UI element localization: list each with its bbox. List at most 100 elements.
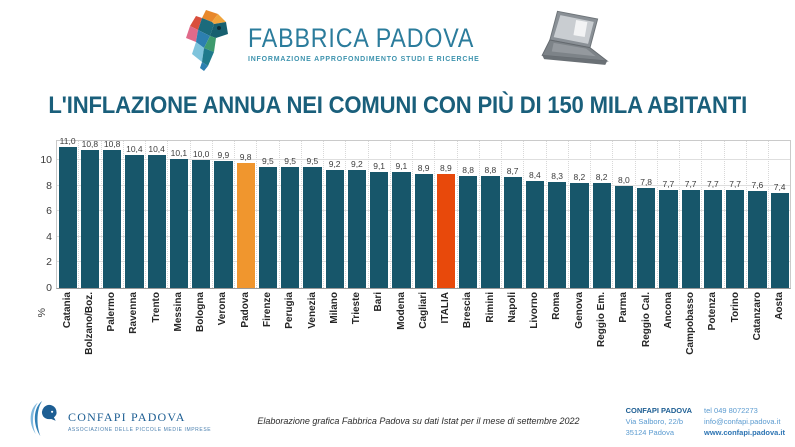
bar-slot: 8,3 <box>547 141 569 288</box>
bar-value-label: 7,7 <box>662 178 675 189</box>
bar-value-label: 9,8 <box>239 151 252 162</box>
bar-value-label: 7,6 <box>751 179 764 190</box>
bar-Bologna <box>192 160 211 288</box>
x-tick-label: Trento <box>150 292 162 323</box>
bar-Catanzaro <box>748 190 767 288</box>
bar-slot: 10,0 <box>191 141 213 288</box>
x-tick-label: Aosta <box>774 292 786 320</box>
bar-slot: 7,7 <box>680 141 703 288</box>
bar-Ancona <box>659 189 678 288</box>
bar-Livorno <box>525 180 544 288</box>
bar-Bari <box>370 171 389 288</box>
bar-value-label: 8,9 <box>439 163 452 174</box>
bar-value-label: 8,8 <box>484 164 497 175</box>
bar-slot: 8,9 <box>413 141 436 288</box>
bar-value-label: 8,9 <box>417 163 430 174</box>
laptop-icon <box>525 9 611 76</box>
bar-Reggio Cal. <box>637 188 656 288</box>
y-axis: 0 2 4 6 8 10 <box>30 140 56 294</box>
bar-Cagliari <box>414 174 433 288</box>
gridline <box>57 159 790 161</box>
x-tick-label: Perugia <box>284 292 296 329</box>
bar-value-label: 9,5 <box>306 155 319 166</box>
bar-Palermo <box>103 149 122 288</box>
contact-website: www.confapi.padova.it <box>704 428 785 437</box>
bar-slot: 8,0 <box>613 141 636 288</box>
x-tick-label: Ravenna <box>128 292 140 334</box>
x-tick-label: Firenze <box>262 292 274 328</box>
bar-slot: 8,9 <box>435 141 458 288</box>
x-tick-label: Messina <box>172 292 184 332</box>
x-tick-label: Ancona <box>662 292 674 329</box>
bar-Torino <box>726 189 745 288</box>
bar-value-label: 7,8 <box>640 177 653 188</box>
x-tick-label: Catania <box>61 292 73 329</box>
x-tick-label: Napoli <box>506 292 518 323</box>
x-tick-label: Genova <box>573 292 585 329</box>
x-tick-label: Reggio Em. <box>596 292 607 348</box>
y-axis-unit-label: % <box>36 308 48 318</box>
bar-value-label: 10,8 <box>103 138 121 149</box>
bar-slot: 9,1 <box>391 141 413 288</box>
bar-Rimini <box>481 175 500 288</box>
bar-slot: 10,4 <box>146 141 169 288</box>
bar-Firenze <box>258 166 277 288</box>
bar-slot: 7,6 <box>747 141 769 288</box>
bar-Reggio Em. <box>592 183 611 288</box>
bar-value-label: 11,0 <box>59 136 76 147</box>
x-axis-labels: Catania Bolzano/Boz. Palermo Ravenna Trento M… <box>56 289 791 385</box>
bar-value-label: 8,2 <box>595 172 608 183</box>
contact-email: info@confapi.padova.it <box>704 417 781 426</box>
bar-slot: 10,8 <box>79 138 102 288</box>
bar-value-label: 10,4 <box>126 144 143 155</box>
bar-value-label: 7,7 <box>706 178 719 189</box>
confapi-lion-logo-icon <box>26 400 62 443</box>
y-tick-label: 2 <box>46 256 52 269</box>
y-tick-label: 4 <box>46 230 52 243</box>
confapi-logo: CONFAPI PADOVA ASSOCIAZIONE DELLE PICCOL… <box>26 400 211 443</box>
x-tick-label: Brescia <box>462 292 474 329</box>
x-tick-label: Campobasso <box>685 292 697 355</box>
bar-Verona <box>214 161 233 288</box>
contact-address-line2: 35124 Padova <box>625 428 674 437</box>
header: FABBRICA PADOVA INFORMAZIONE APPROFONDIM… <box>0 8 795 77</box>
bar-ITALIA <box>436 174 455 288</box>
bar-value-label: 8,4 <box>528 169 541 180</box>
bar-Campobasso <box>681 189 700 288</box>
bar-Roma <box>548 181 567 288</box>
bar-value-label: 10,8 <box>81 138 99 149</box>
contact-address-line1: Via Salboro, 22/b <box>625 417 684 426</box>
y-tick-label: 8 <box>46 179 52 192</box>
y-tick-label: 0 <box>46 282 52 294</box>
bar-Aosta <box>770 193 789 288</box>
bar-Trento <box>147 155 166 288</box>
bar-value-label: 10,1 <box>170 147 188 158</box>
fabbrica-logo-text: FABBRICA PADOVA INFORMAZIONE APPROFONDIM… <box>248 23 511 63</box>
bar-value-label: 9,2 <box>350 159 363 170</box>
x-tick-label: Padova <box>239 292 251 328</box>
bar-slot: 9,5 <box>302 141 324 288</box>
x-tick-label: Rimini <box>484 292 496 323</box>
bar-Potenza <box>703 189 722 288</box>
x-tick-label: Palermo <box>106 292 118 332</box>
bar-value-label: 9,5 <box>261 155 274 166</box>
bar-Genova <box>570 183 589 288</box>
bar-value-label: 9,1 <box>373 160 386 171</box>
x-tick-label: Bologna <box>195 292 207 332</box>
bar-value-label: 8,0 <box>617 174 630 185</box>
bar-value-label: 7,7 <box>729 178 742 189</box>
bar-slot: 10,8 <box>102 138 124 288</box>
bar-Modena <box>392 171 411 288</box>
y-tick-label: 6 <box>46 205 52 218</box>
fabbrica-logo-title: FABBRICA PADOVA <box>247 22 475 53</box>
bar-slot: 8,7 <box>502 141 525 288</box>
bar-slot: 8,8 <box>480 141 502 288</box>
contact-name: CONFAPI PADOVA <box>625 406 693 415</box>
bar-value-label: 8,7 <box>506 165 519 176</box>
bar-slot: 7,8 <box>636 141 658 288</box>
bar-slot: 11,0 <box>57 136 80 288</box>
bar-slot: 7,7 <box>702 141 725 288</box>
bar-slot: 10,1 <box>168 141 191 288</box>
bar-value-label: 9,5 <box>284 155 297 166</box>
x-tick-label: Parma <box>618 292 630 323</box>
